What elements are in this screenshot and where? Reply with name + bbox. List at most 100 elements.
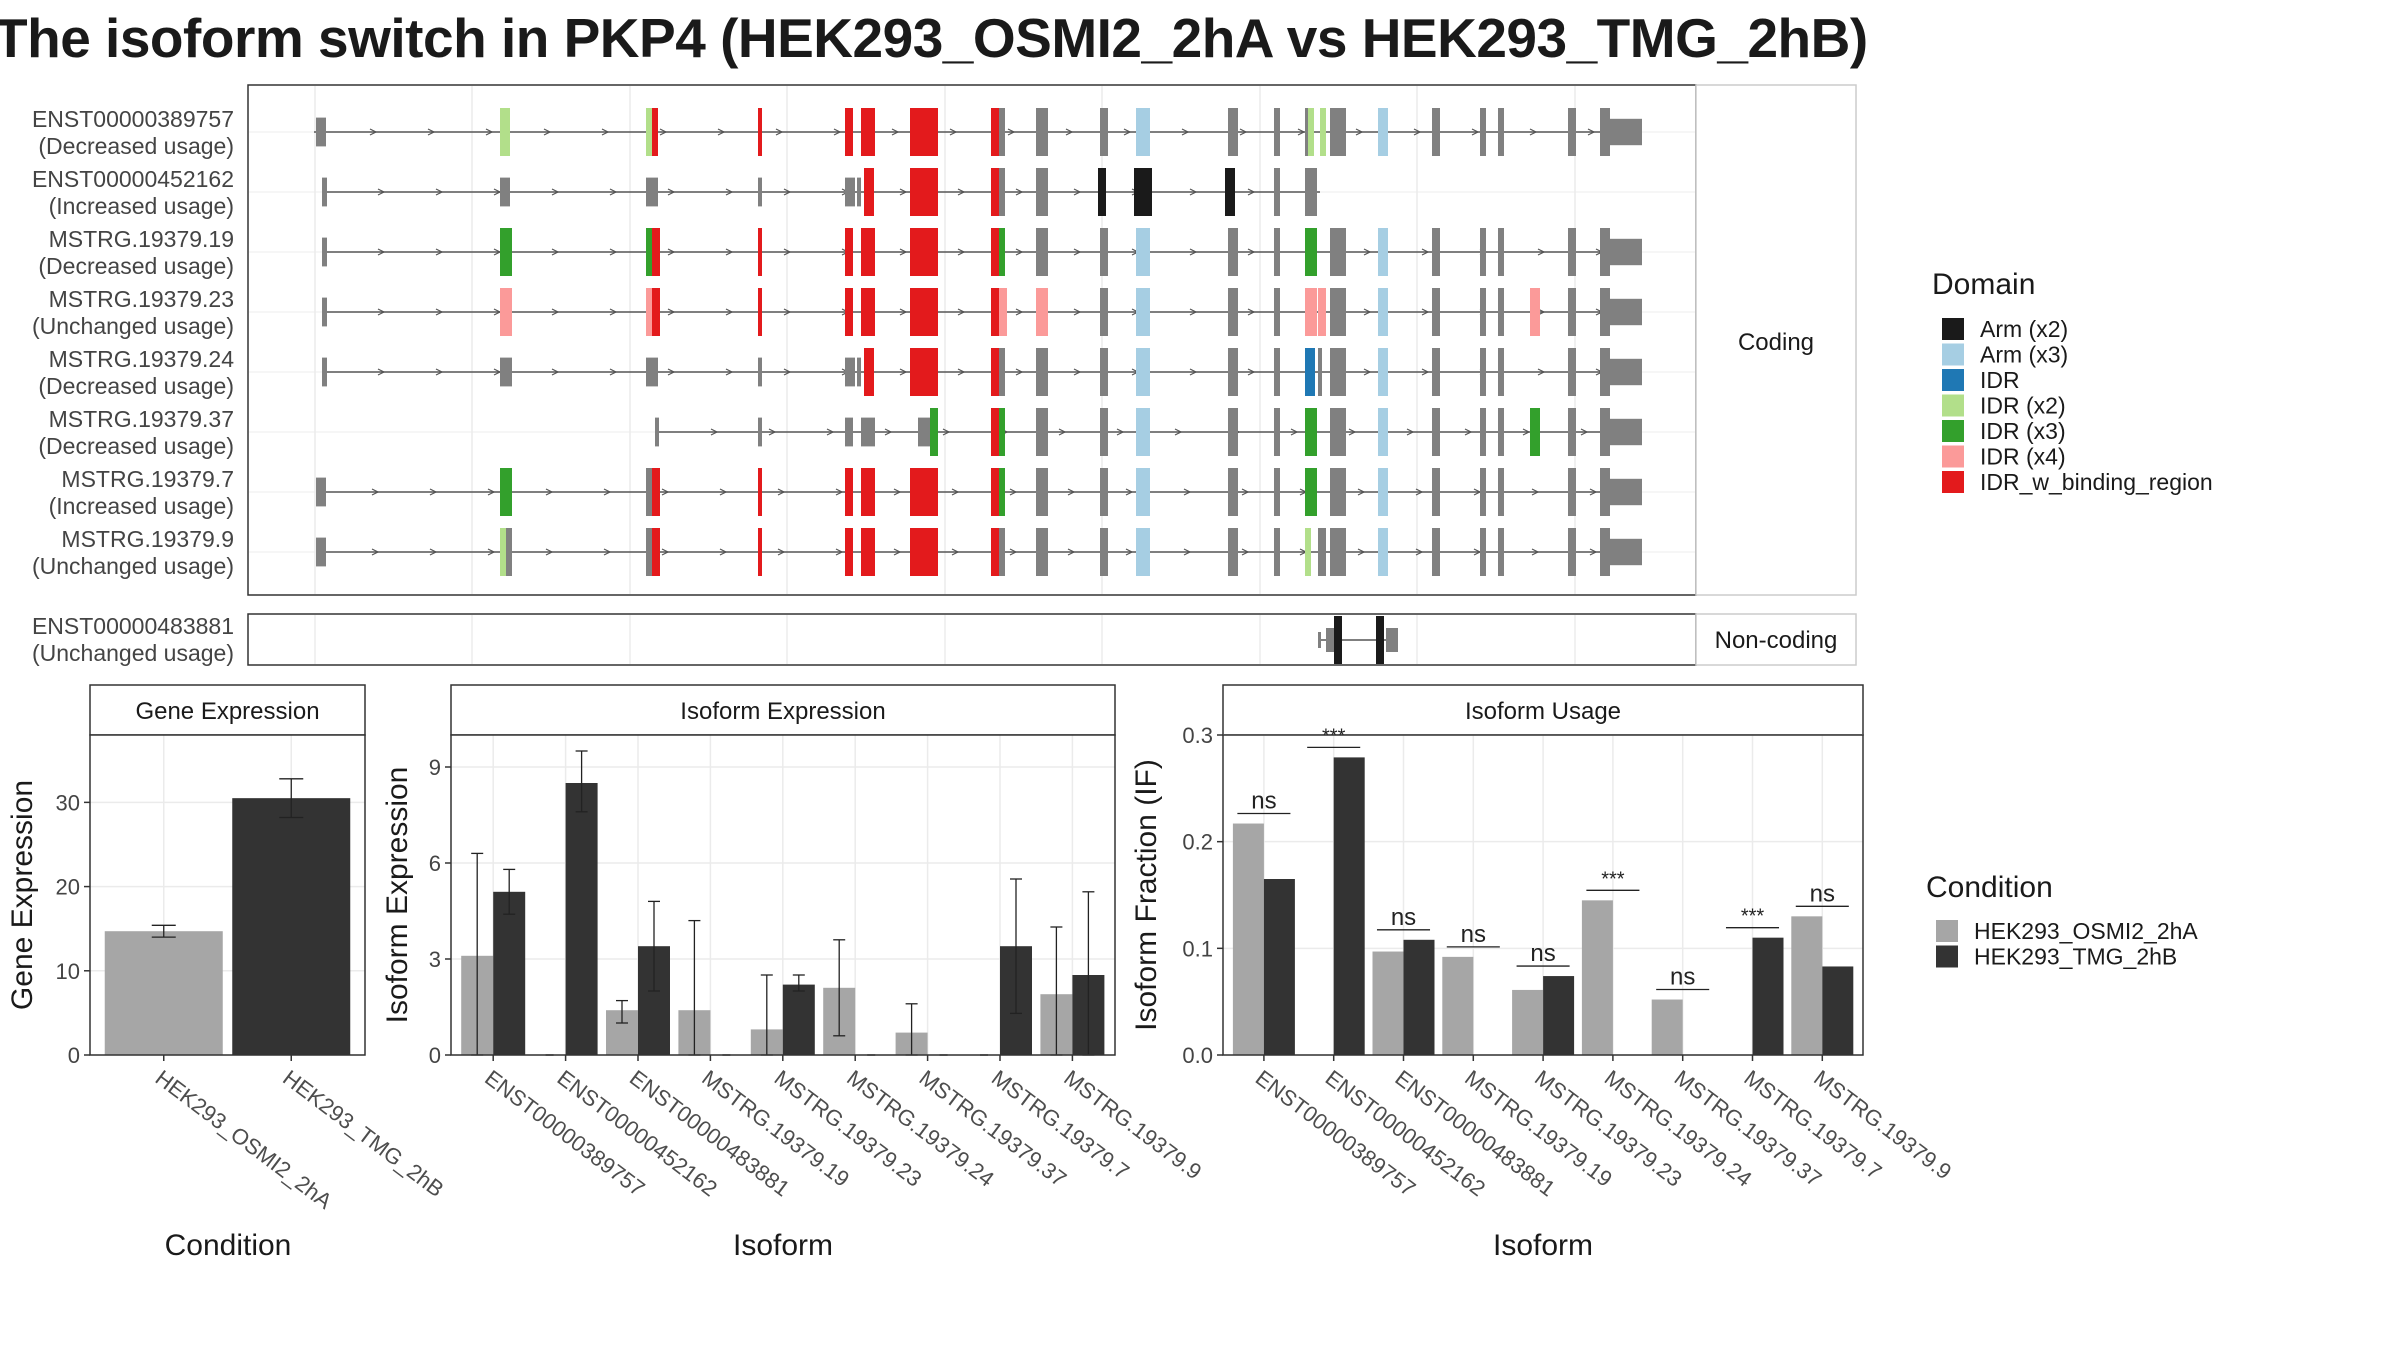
exon-block [1330, 288, 1346, 336]
strand-arrow-mark [429, 488, 438, 496]
domain-legend-label: IDR (x2) [1980, 393, 2066, 419]
exon-block [999, 468, 1005, 516]
exon-block [845, 417, 853, 447]
y-axis-title: Gene Expression [6, 780, 39, 1010]
strand-arrow-mark [667, 188, 676, 196]
x-axis-title: Isoform [733, 1229, 833, 1262]
exon-block [322, 297, 327, 327]
exon-block [1498, 348, 1504, 396]
exon-block [1432, 348, 1440, 396]
data-bar [1791, 916, 1823, 1055]
noncoding-exon-block [1334, 616, 1342, 664]
exon-block [1378, 228, 1388, 276]
strand-arrow-mark [1067, 548, 1076, 556]
transcript-usage: (Decreased usage) [38, 253, 234, 279]
exon-block [646, 177, 658, 207]
strand-arrow-mark [1537, 368, 1546, 376]
exon-block [646, 228, 654, 276]
strand-arrow-mark [1421, 368, 1430, 376]
y-axis-title: Isoform Expression [381, 767, 414, 1024]
transcript-usage: (Unchanged usage) [32, 553, 234, 579]
strand-arrow-mark [1464, 428, 1473, 436]
exon-block [1330, 348, 1346, 396]
strand-arrow-mark [725, 248, 734, 256]
exon-block [1305, 228, 1317, 276]
strand-arrow-mark [487, 488, 496, 496]
exon-block [999, 528, 1005, 576]
strand-arrow-mark [1007, 128, 1016, 136]
strand-arrow-mark [1406, 428, 1415, 436]
exon-block [1480, 468, 1486, 516]
strand-arrow-mark [891, 128, 900, 136]
exon-block [1600, 408, 1610, 456]
exon-block [1305, 168, 1317, 216]
data-bar [1822, 966, 1854, 1055]
coding-strip-label: Coding [1738, 329, 1814, 356]
transcript-name: MSTRG.19379.23 [49, 286, 234, 312]
exon-block [1036, 168, 1048, 216]
exon-block [1228, 468, 1238, 516]
noncoding-row [314, 615, 1576, 664]
y-tick-label: 0 [68, 1043, 80, 1068]
exon-block [1274, 168, 1280, 216]
y-tick-label: 0 [429, 1043, 441, 1068]
transcript-usage: (Decreased usage) [38, 373, 234, 399]
exon-block [1136, 528, 1150, 576]
strand-arrow-mark [1073, 248, 1082, 256]
exon-block [861, 228, 875, 276]
exon-block [1480, 228, 1486, 276]
strand-arrow-mark [719, 488, 728, 496]
exon-block [1610, 298, 1642, 326]
strand-arrow-mark [1363, 248, 1372, 256]
exon-block [1330, 408, 1346, 456]
exon-block [1498, 288, 1504, 336]
strand-arrow-mark [1247, 248, 1256, 256]
exon-block [910, 468, 938, 516]
strand-arrow-mark [609, 308, 618, 316]
exon-block [1610, 418, 1642, 446]
exon-block [1610, 358, 1642, 386]
exon-block [1330, 528, 1346, 576]
strand-arrow-mark [427, 128, 436, 136]
domain-legend-title: Domain [1932, 268, 2035, 301]
strand-arrow-mark [545, 488, 554, 496]
exon-block [1432, 528, 1440, 576]
exon-block [1100, 228, 1108, 276]
exon-block [1036, 288, 1048, 336]
exon-block [1432, 468, 1440, 516]
data-bar [1403, 939, 1435, 1055]
strand-arrow-mark [609, 368, 618, 376]
strand-arrow-mark [777, 548, 786, 556]
exon-block [1100, 468, 1108, 516]
transcript-usage: (Decreased usage) [38, 133, 234, 159]
exon-block [1274, 408, 1280, 456]
strand-arrow-mark [1580, 428, 1589, 436]
strand-arrow-mark [1073, 308, 1082, 316]
exon-block [999, 408, 1005, 456]
strand-arrow-mark [725, 308, 734, 316]
strand-arrow-mark [1183, 548, 1192, 556]
strand-arrow-mark [1415, 548, 1424, 556]
strand-arrow-mark [899, 188, 908, 196]
strand-arrow-mark [1073, 188, 1082, 196]
exon-block [864, 348, 874, 396]
strand-arrow-mark [551, 248, 560, 256]
exon-block [845, 468, 853, 516]
y-tick-label: 30 [56, 790, 80, 815]
exon-block [1568, 228, 1576, 276]
transcript-row [322, 168, 1320, 216]
panel-strip-title: Isoform Expression [680, 698, 885, 725]
exon-block [991, 108, 999, 156]
strand-arrow-mark [899, 368, 908, 376]
data-bar [1333, 757, 1365, 1055]
exon-block [652, 228, 660, 276]
strand-arrow-mark [835, 548, 844, 556]
noncoding-exon-block [1386, 628, 1398, 652]
strand-arrow-mark [1189, 248, 1198, 256]
exon-block [646, 288, 654, 336]
exon-block [1610, 238, 1642, 266]
exon-block [857, 177, 861, 207]
transcript-name: MSTRG.19379.9 [61, 526, 234, 552]
exon-block [1568, 408, 1576, 456]
